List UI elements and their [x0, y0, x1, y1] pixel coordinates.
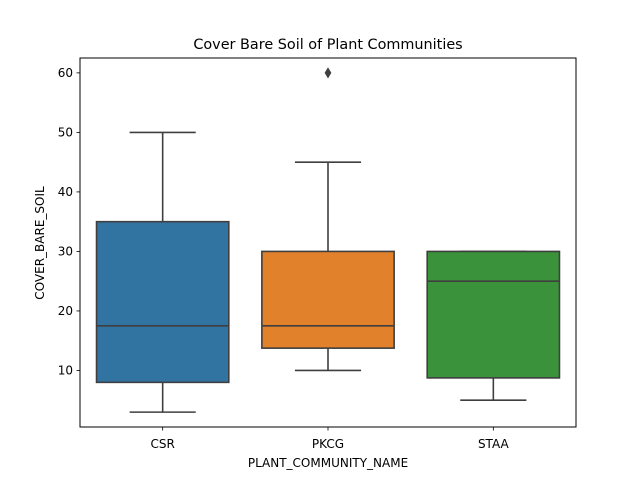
x-axis-label: PLANT_COMMUNITY_NAME [248, 456, 408, 470]
x-tick-label: CSR [150, 437, 174, 451]
y-tick-label: 30 [58, 244, 73, 258]
x-tick-label: PKCG [312, 437, 344, 451]
iqr-box [261, 250, 395, 349]
y-axis-label: COVER_BARE_SOIL [33, 186, 47, 300]
box-pkcg [261, 67, 395, 372]
y-tick-label: 20 [58, 304, 73, 318]
y-tick-label: 60 [58, 66, 73, 80]
x-tick-label: STAA [478, 437, 510, 451]
y-tick-label: 10 [58, 363, 73, 377]
box-csr [95, 131, 230, 413]
y-tick-label: 40 [58, 185, 73, 199]
box-staa [426, 250, 561, 402]
y-tick-label: 50 [58, 125, 73, 139]
iqr-box [95, 220, 230, 384]
iqr-box [426, 250, 561, 379]
chart-title: Cover Bare Soil of Plant Communities [193, 37, 462, 53]
outlier-point [324, 67, 332, 79]
plot-area [95, 67, 561, 413]
